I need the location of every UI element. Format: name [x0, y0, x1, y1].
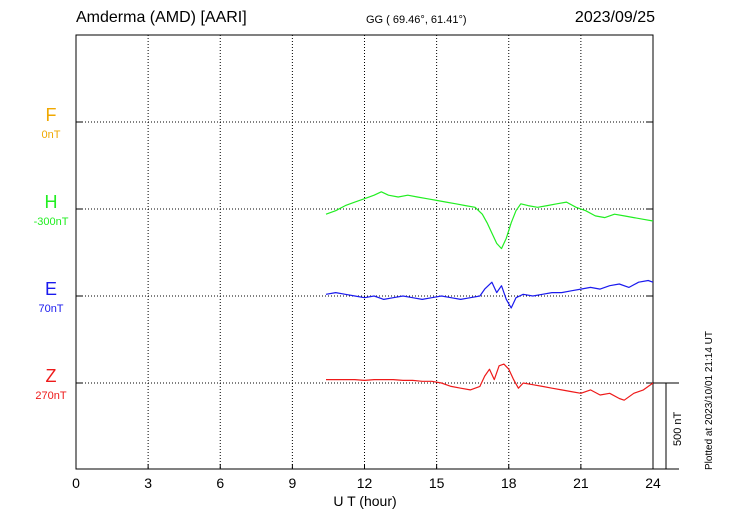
component-letter-H: H [44, 192, 58, 212]
x-tick-label: 3 [144, 475, 152, 491]
plotted-timestamp: Plotted at 2023/10/01 21:14 UT [704, 331, 715, 470]
x-tick-label: 6 [216, 475, 224, 491]
component-baseline-H: -300nT [33, 216, 69, 228]
x-tick-label: 12 [357, 475, 373, 491]
traces [325, 191, 654, 401]
x-tick-label: 24 [645, 475, 661, 491]
component-baseline-F: 0nT [41, 129, 61, 141]
trace-Z [326, 363, 654, 401]
component-baseline-Z: 270nT [35, 390, 67, 402]
trace-H [325, 191, 654, 250]
x-tick-label: 9 [288, 475, 296, 491]
component-letter-F: F [45, 105, 57, 125]
x-axis-label: U T (hour) [333, 493, 397, 509]
trace-E [325, 279, 654, 309]
scale-bar [653, 382, 679, 470]
x-tick-label: 15 [429, 475, 445, 491]
x-tick-label: 18 [501, 475, 517, 491]
component-baselines [76, 121, 653, 384]
station-title: Amderma (AMD) [AARI] [76, 9, 247, 26]
coordinates-label: GG ( 69.46°, 61.41°) [366, 14, 467, 26]
component-letter-Z: Z [45, 366, 57, 386]
component-baseline-E: 70nT [38, 303, 64, 315]
x-tick-label: 0 [72, 475, 80, 491]
x-axis-ticks: 0 3 6 9 12 15 18 21 24 [72, 464, 661, 491]
scale-bar-label: 500 nT [672, 411, 684, 446]
date-label: 2023/09/25 [574, 9, 655, 26]
grid [147, 35, 582, 469]
x-tick-label: 21 [573, 475, 589, 491]
component-letter-E: E [44, 279, 57, 299]
